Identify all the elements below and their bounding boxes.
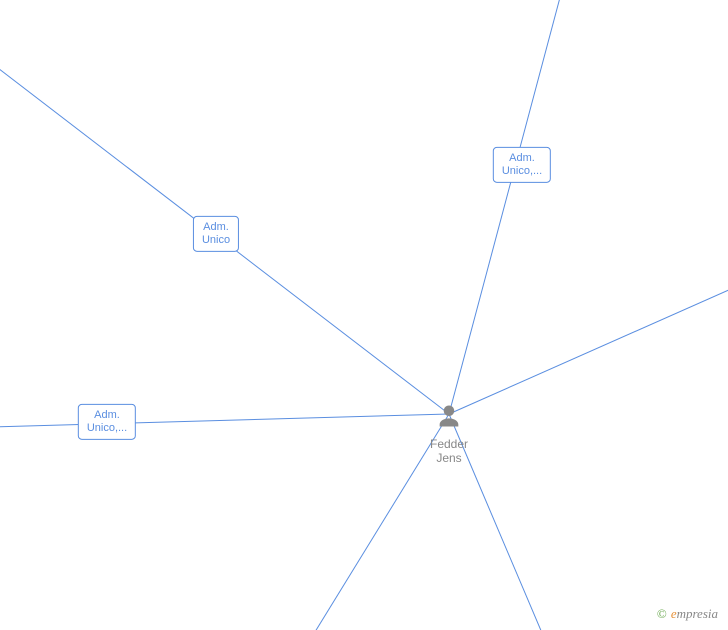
watermark: ©empresia — [657, 606, 718, 622]
edge — [449, 285, 728, 414]
edge — [0, 414, 449, 427]
network-canvas: Adm. Unico Adm. Unico,... Adm. Unico,... F… — [0, 0, 728, 630]
copyright-symbol: © — [657, 606, 667, 621]
center-node[interactable]: Fedder Jens — [430, 402, 468, 466]
edge-label[interactable]: Adm. Unico,... — [493, 147, 551, 183]
edge — [310, 414, 449, 630]
person-icon — [435, 402, 463, 435]
edge — [449, 0, 562, 414]
edge-label[interactable]: Adm. Unico,... — [78, 404, 136, 440]
brand-rest: mpresia — [677, 606, 718, 621]
center-node-label: Fedder Jens — [430, 437, 468, 466]
edge-label[interactable]: Adm. Unico — [193, 216, 239, 252]
edges-layer — [0, 0, 728, 630]
